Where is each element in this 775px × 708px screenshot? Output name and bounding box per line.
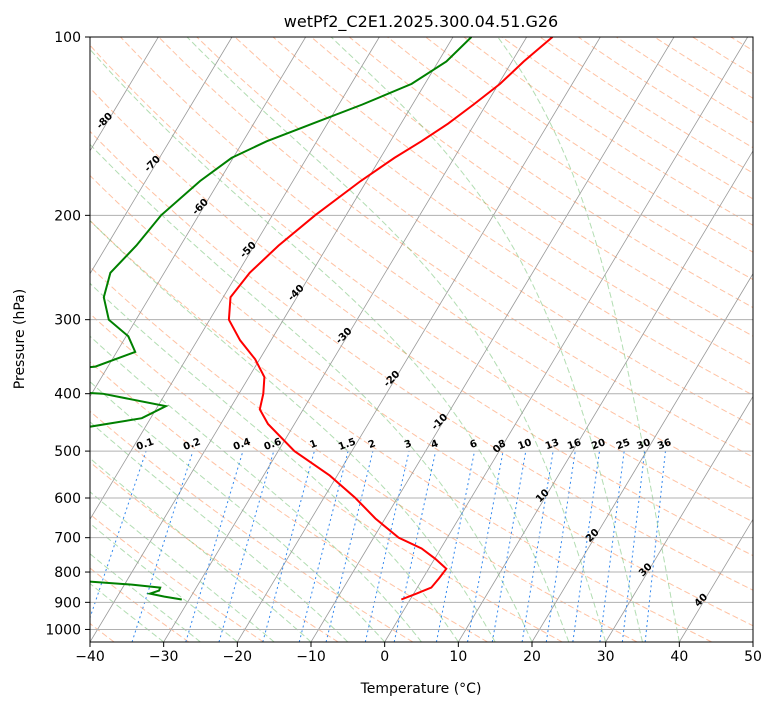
isotherm-line [90,37,454,642]
x-tick-label: 10 [449,649,467,665]
isotherm-line [236,37,601,642]
moist-adiabat [497,37,680,642]
x-tick-label: −30 [149,649,179,665]
moist-adiabat [90,553,201,642]
isotherm-line [310,37,675,642]
mixing-ratio-label: 8 [497,438,507,451]
moist-adiabat [90,48,570,642]
x-tick-label: 40 [670,649,688,665]
mixing-ratio-label: 25 [615,437,632,452]
axis-layer: −40 −30 −20 −10 0 10 20 30 40 50 100 200 300 400 500 60… [45,30,762,665]
x-tick-label: −40 [75,649,105,665]
dry-adiabat [90,461,339,642]
y-axis-label: Pressure (hPa) [12,289,28,389]
y-tick-label: 400 [54,387,81,403]
dewpoint-line [90,37,473,601]
dry-adiabat [90,174,753,627]
mixing-ratio-line [131,450,194,642]
moist-adiabat [90,582,164,642]
isotherm-line [90,37,159,152]
mixing-ratio-label: 16 [566,437,583,452]
y-tick-label: 300 [54,313,81,329]
x-tick-label: −10 [296,649,326,665]
moist-adiabat [90,421,349,642]
mixing-ratio-line [90,450,147,620]
mixing-ratio-line [185,450,244,642]
y-tick-label: 100 [54,30,81,46]
moist-adiabat [90,219,496,642]
isotherm-line [384,37,749,642]
y-tick-label: 800 [54,565,81,581]
x-tick-label: 50 [744,649,762,665]
dry-adiabat [196,37,753,427]
dry-adiabat [348,37,753,309]
mixing-ratio-line [545,451,576,642]
mixing-ratio-label: 36 [656,437,673,452]
mixing-ratio-line [218,450,275,642]
isotherm-line [163,37,528,642]
dry-adiabat [90,44,753,523]
dry-adiabat [90,361,488,642]
temperature-line [227,37,554,601]
data-layer [90,37,554,601]
mixing-ratio-label: 1 [308,438,318,451]
mixing-ratio-line [572,451,600,642]
moist-adiabat [90,335,422,642]
isotherm-line [457,150,753,642]
mixing-ratio-line [491,451,527,642]
dry-adiabat [90,130,753,591]
x-tick-label: 20 [523,649,541,665]
dry-adiabat [120,37,753,490]
dry-adiabat [90,513,264,642]
moist-adiabat [330,37,643,642]
mixing-ratio-label: 6 [469,438,479,451]
chart-title: wetPf2_C2E1.2025.300.04.51.G26 [284,12,558,32]
y-tick-label: 600 [54,491,81,507]
mixing-ratio-label: 3 [403,438,413,451]
mixing-ratio-line [521,451,554,642]
isotherm-line [90,37,380,520]
y-tick-label: 200 [54,208,81,224]
isotherm-line [531,272,753,642]
dry-adiabat [90,312,563,642]
x-tick-label: 0 [380,649,389,665]
mixing-ratio-label: 13 [544,437,561,452]
isotherm-line [605,395,753,642]
isotherm-line [90,37,307,398]
moist-adiabat [90,522,238,642]
moist-adiabat [186,37,607,642]
dry-adiabat [90,219,712,642]
y-tick-label: 900 [54,595,81,611]
y-tick-label: 1000 [45,622,81,638]
isotherm-line [678,518,753,642]
mixing-ratio-label: 2 [367,438,377,451]
moist-adiabat [90,381,386,642]
dry-adiabat [90,266,638,642]
isotherm-line [90,37,233,275]
moist-adiabat [90,491,275,642]
grid-layer [90,37,753,642]
x-axis-label: Temperature (°C) [360,681,482,697]
x-tick-label: −20 [223,649,253,665]
mixing-ratio-line [599,451,625,642]
y-tick-label: 500 [54,444,81,460]
x-tick-label: 30 [597,649,615,665]
mixing-ratio-line [621,451,646,642]
moist-adiabat [90,143,533,642]
dry-adiabat [272,37,753,366]
mixing-ratio-label: 30 [635,437,652,452]
mixing-ratio-label: 4 [430,438,440,451]
mixing-ratio-label: 20 [590,437,607,452]
y-tick-label: 700 [54,531,81,547]
plot-frame [89,36,754,643]
mixing-ratio-label: 10 [517,437,534,452]
mixing-ratio-line [644,451,666,642]
dry-adiabat [158,37,753,458]
mixing-ratio-line [467,451,504,642]
